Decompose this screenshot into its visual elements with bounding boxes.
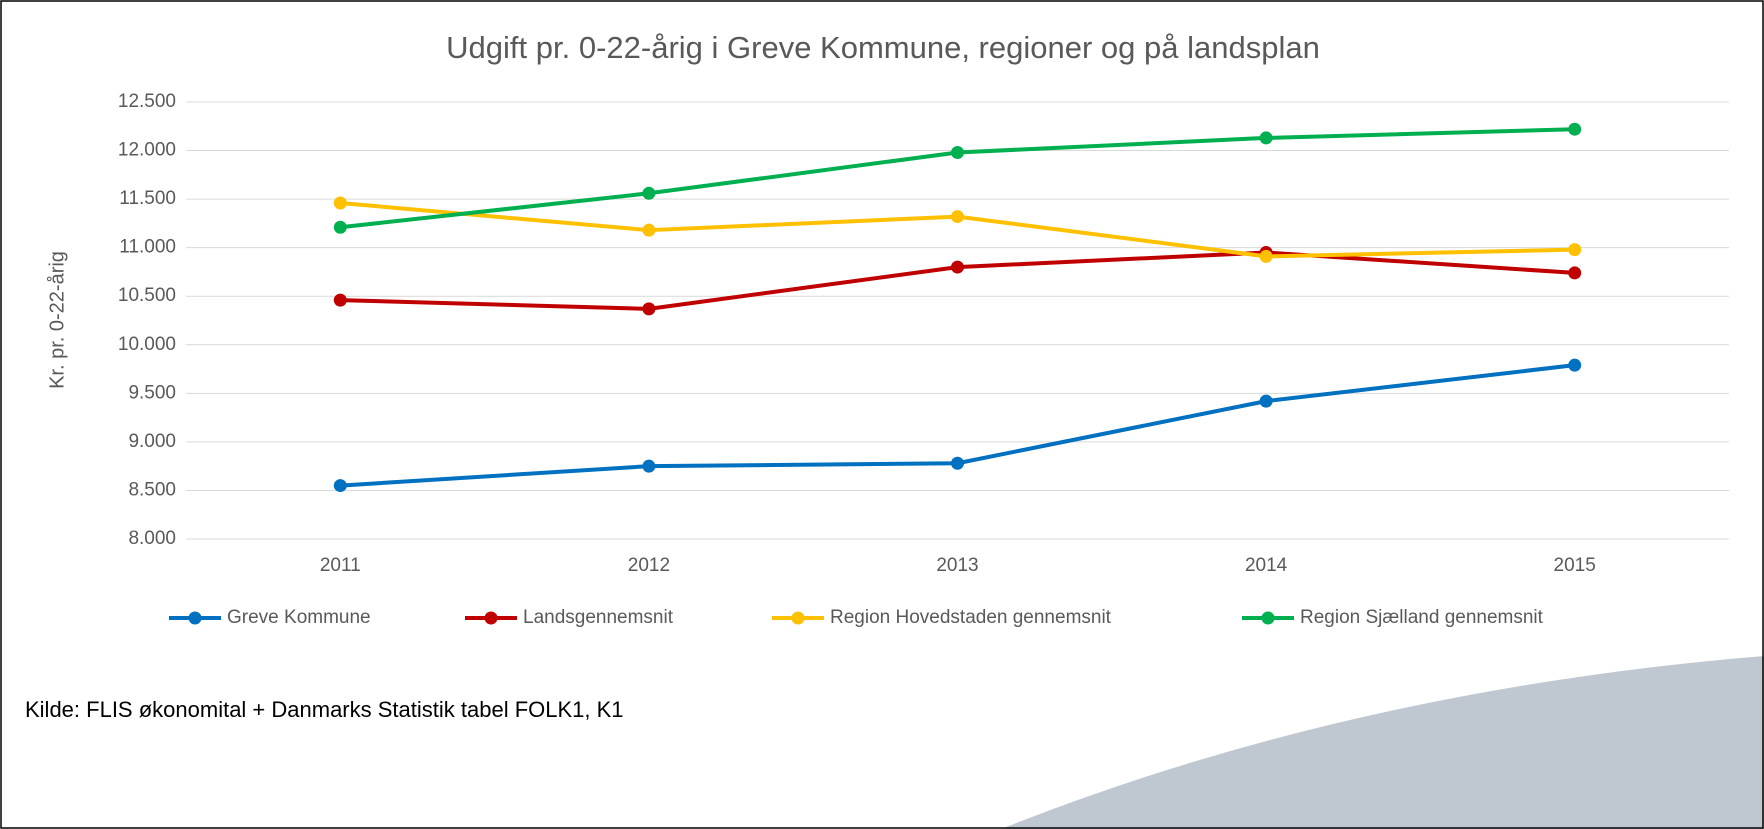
legend-marker: [791, 611, 805, 625]
legend-marker: [484, 611, 498, 625]
y-axis-title: Kr. pr. 0-22-årig: [46, 251, 68, 389]
y-tick-label: 8.500: [128, 479, 176, 500]
data-point: [1568, 243, 1582, 257]
data-point: [1259, 249, 1273, 263]
y-tick-label: 8.000: [128, 528, 176, 549]
chart-title: Udgift pr. 0-22-årig i Greve Kommune, re…: [446, 30, 1320, 65]
x-tick-label: 2015: [1554, 555, 1596, 576]
data-point: [642, 459, 656, 473]
data-point: [642, 223, 656, 237]
data-point: [333, 479, 347, 493]
y-tick-label: 9.500: [128, 382, 176, 403]
y-tick-label: 12.000: [118, 140, 176, 161]
legend-marker: [1261, 611, 1275, 625]
y-tick-label: 10.500: [118, 285, 176, 306]
data-point: [1259, 131, 1273, 145]
x-tick-label: 2013: [936, 555, 978, 576]
data-point: [333, 196, 347, 210]
x-tick-label: 2012: [628, 555, 670, 576]
decor-shape: [1001, 656, 1764, 829]
legend-marker: [188, 611, 202, 625]
y-tick-label: 9.000: [128, 431, 176, 452]
y-tick-label: 10.000: [118, 334, 176, 355]
data-point: [642, 302, 656, 316]
y-tick-label: 11.000: [119, 237, 176, 258]
legend-label: Greve Kommune: [227, 607, 371, 628]
data-point: [951, 456, 964, 470]
data-point: [951, 145, 964, 159]
x-tick-label: 2011: [320, 555, 361, 576]
x-tick-label: 2014: [1245, 555, 1288, 576]
y-tick-label: 12.500: [118, 91, 176, 112]
data-point: [333, 220, 347, 234]
data-point: [1568, 358, 1582, 372]
data-point: [1568, 122, 1582, 136]
legend-label: Region Hovedstaden gennemsnit: [830, 607, 1112, 628]
y-tick-label: 11.500: [119, 188, 176, 209]
data-point: [951, 260, 964, 274]
data-point: [1568, 266, 1582, 280]
source-note: Kilde: FLIS økonomital + Danmarks Statis…: [25, 697, 624, 722]
data-point: [1259, 394, 1273, 408]
data-point: [333, 293, 347, 307]
data-point: [642, 186, 656, 200]
data-point: [951, 210, 964, 224]
legend-label: Landsgennemsnit: [523, 607, 674, 628]
legend-label: Region Sjælland gennemsnit: [1300, 607, 1544, 628]
